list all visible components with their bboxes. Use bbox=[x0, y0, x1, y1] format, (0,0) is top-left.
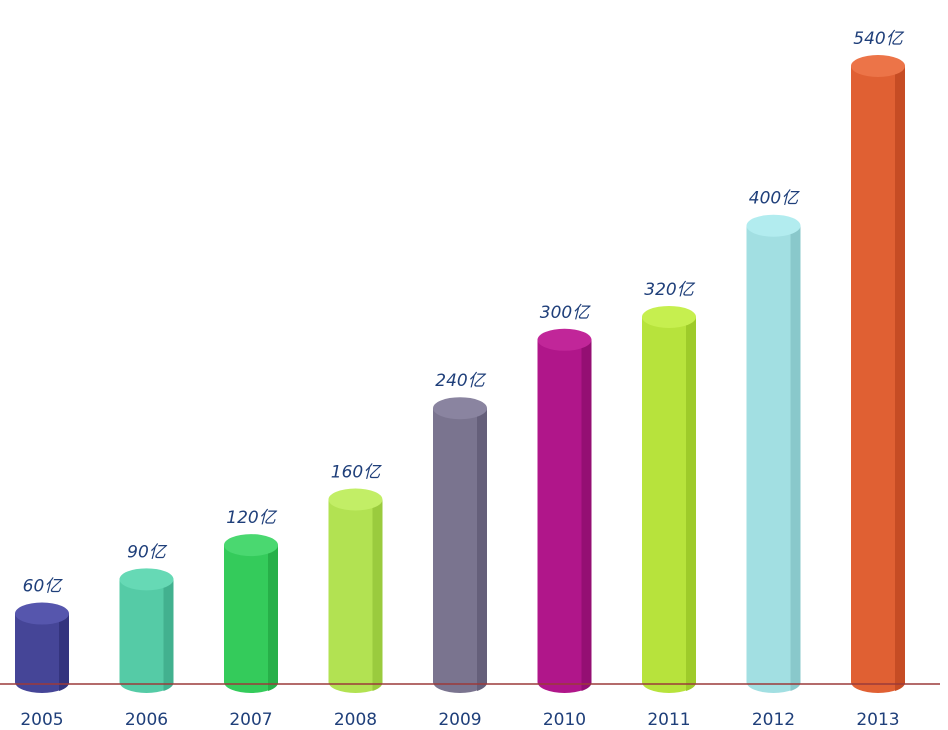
x-tick-labels-group: 2005 2006 2007 2008 2009 2010 2011 2012 2013 bbox=[20, 710, 899, 730]
bar-2005 bbox=[15, 602, 70, 693]
bar-2013 bbox=[851, 55, 906, 693]
x-tick-2008: 2008 bbox=[334, 710, 377, 730]
bar-2012 bbox=[746, 214, 801, 693]
bar-top-2011 bbox=[642, 305, 696, 328]
bar-shade-2010 bbox=[581, 339, 592, 691]
bar-2006 bbox=[119, 568, 174, 693]
value-label-2009: 240亿 bbox=[435, 371, 486, 391]
value-label-2005: 60亿 bbox=[23, 577, 64, 597]
bar-2008 bbox=[328, 488, 383, 693]
bar-shade-2007 bbox=[268, 545, 279, 691]
bar-shade-2013 bbox=[895, 66, 906, 691]
bar-body-2013 bbox=[851, 66, 905, 693]
bar-shade-2008 bbox=[372, 499, 383, 691]
bar-2011 bbox=[642, 305, 697, 693]
bar-2007 bbox=[224, 534, 279, 693]
value-label-2010: 300亿 bbox=[540, 303, 591, 323]
bar-body-2006 bbox=[119, 579, 174, 693]
x-tick-2009: 2009 bbox=[438, 710, 481, 730]
bar-top-2006 bbox=[119, 568, 174, 591]
x-tick-2012: 2012 bbox=[752, 710, 795, 730]
bar-shade-2009 bbox=[477, 408, 488, 691]
value-label-2006: 90亿 bbox=[127, 542, 168, 562]
value-label-2011: 320亿 bbox=[644, 280, 695, 300]
bar-top-2013 bbox=[851, 55, 905, 77]
bar-body-2008 bbox=[328, 499, 383, 693]
bar-body-2005 bbox=[15, 613, 69, 693]
bar-2010 bbox=[537, 328, 592, 693]
bar-body-2007 bbox=[224, 545, 278, 693]
bar-body-2011 bbox=[642, 316, 696, 693]
bars-group bbox=[15, 55, 906, 693]
bar-shade-2005 bbox=[59, 613, 70, 691]
bar-top-2007 bbox=[224, 534, 278, 557]
bar-body-2012 bbox=[746, 225, 801, 693]
value-label-2007: 120亿 bbox=[226, 508, 277, 528]
bar-top-2009 bbox=[433, 397, 487, 420]
bar-top-2008 bbox=[328, 488, 383, 511]
bar-2009 bbox=[433, 397, 488, 693]
bar-top-2005 bbox=[15, 602, 69, 625]
value-label-2012: 400亿 bbox=[749, 189, 800, 209]
bar-top-2012 bbox=[746, 214, 801, 237]
x-tick-2010: 2010 bbox=[543, 710, 586, 730]
x-tick-2007: 2007 bbox=[229, 710, 272, 730]
x-tick-2011: 2011 bbox=[647, 710, 690, 730]
x-tick-2013: 2013 bbox=[856, 710, 899, 730]
bar-body-2010 bbox=[537, 339, 592, 693]
value-label-2008: 160亿 bbox=[331, 462, 382, 482]
value-labels-group: 60亿 90亿 120亿 160亿 240亿 300亿 320亿 400亿 540亿 bbox=[23, 29, 905, 597]
bar-top-2010 bbox=[537, 328, 592, 351]
x-tick-2006: 2006 bbox=[125, 710, 168, 730]
bar-body-2009 bbox=[433, 408, 487, 693]
bar-shade-2012 bbox=[790, 225, 801, 691]
value-label-2013: 540亿 bbox=[853, 29, 904, 49]
bar-shade-2006 bbox=[163, 579, 174, 691]
bar-shade-2011 bbox=[686, 316, 697, 691]
x-tick-2005: 2005 bbox=[20, 710, 63, 730]
